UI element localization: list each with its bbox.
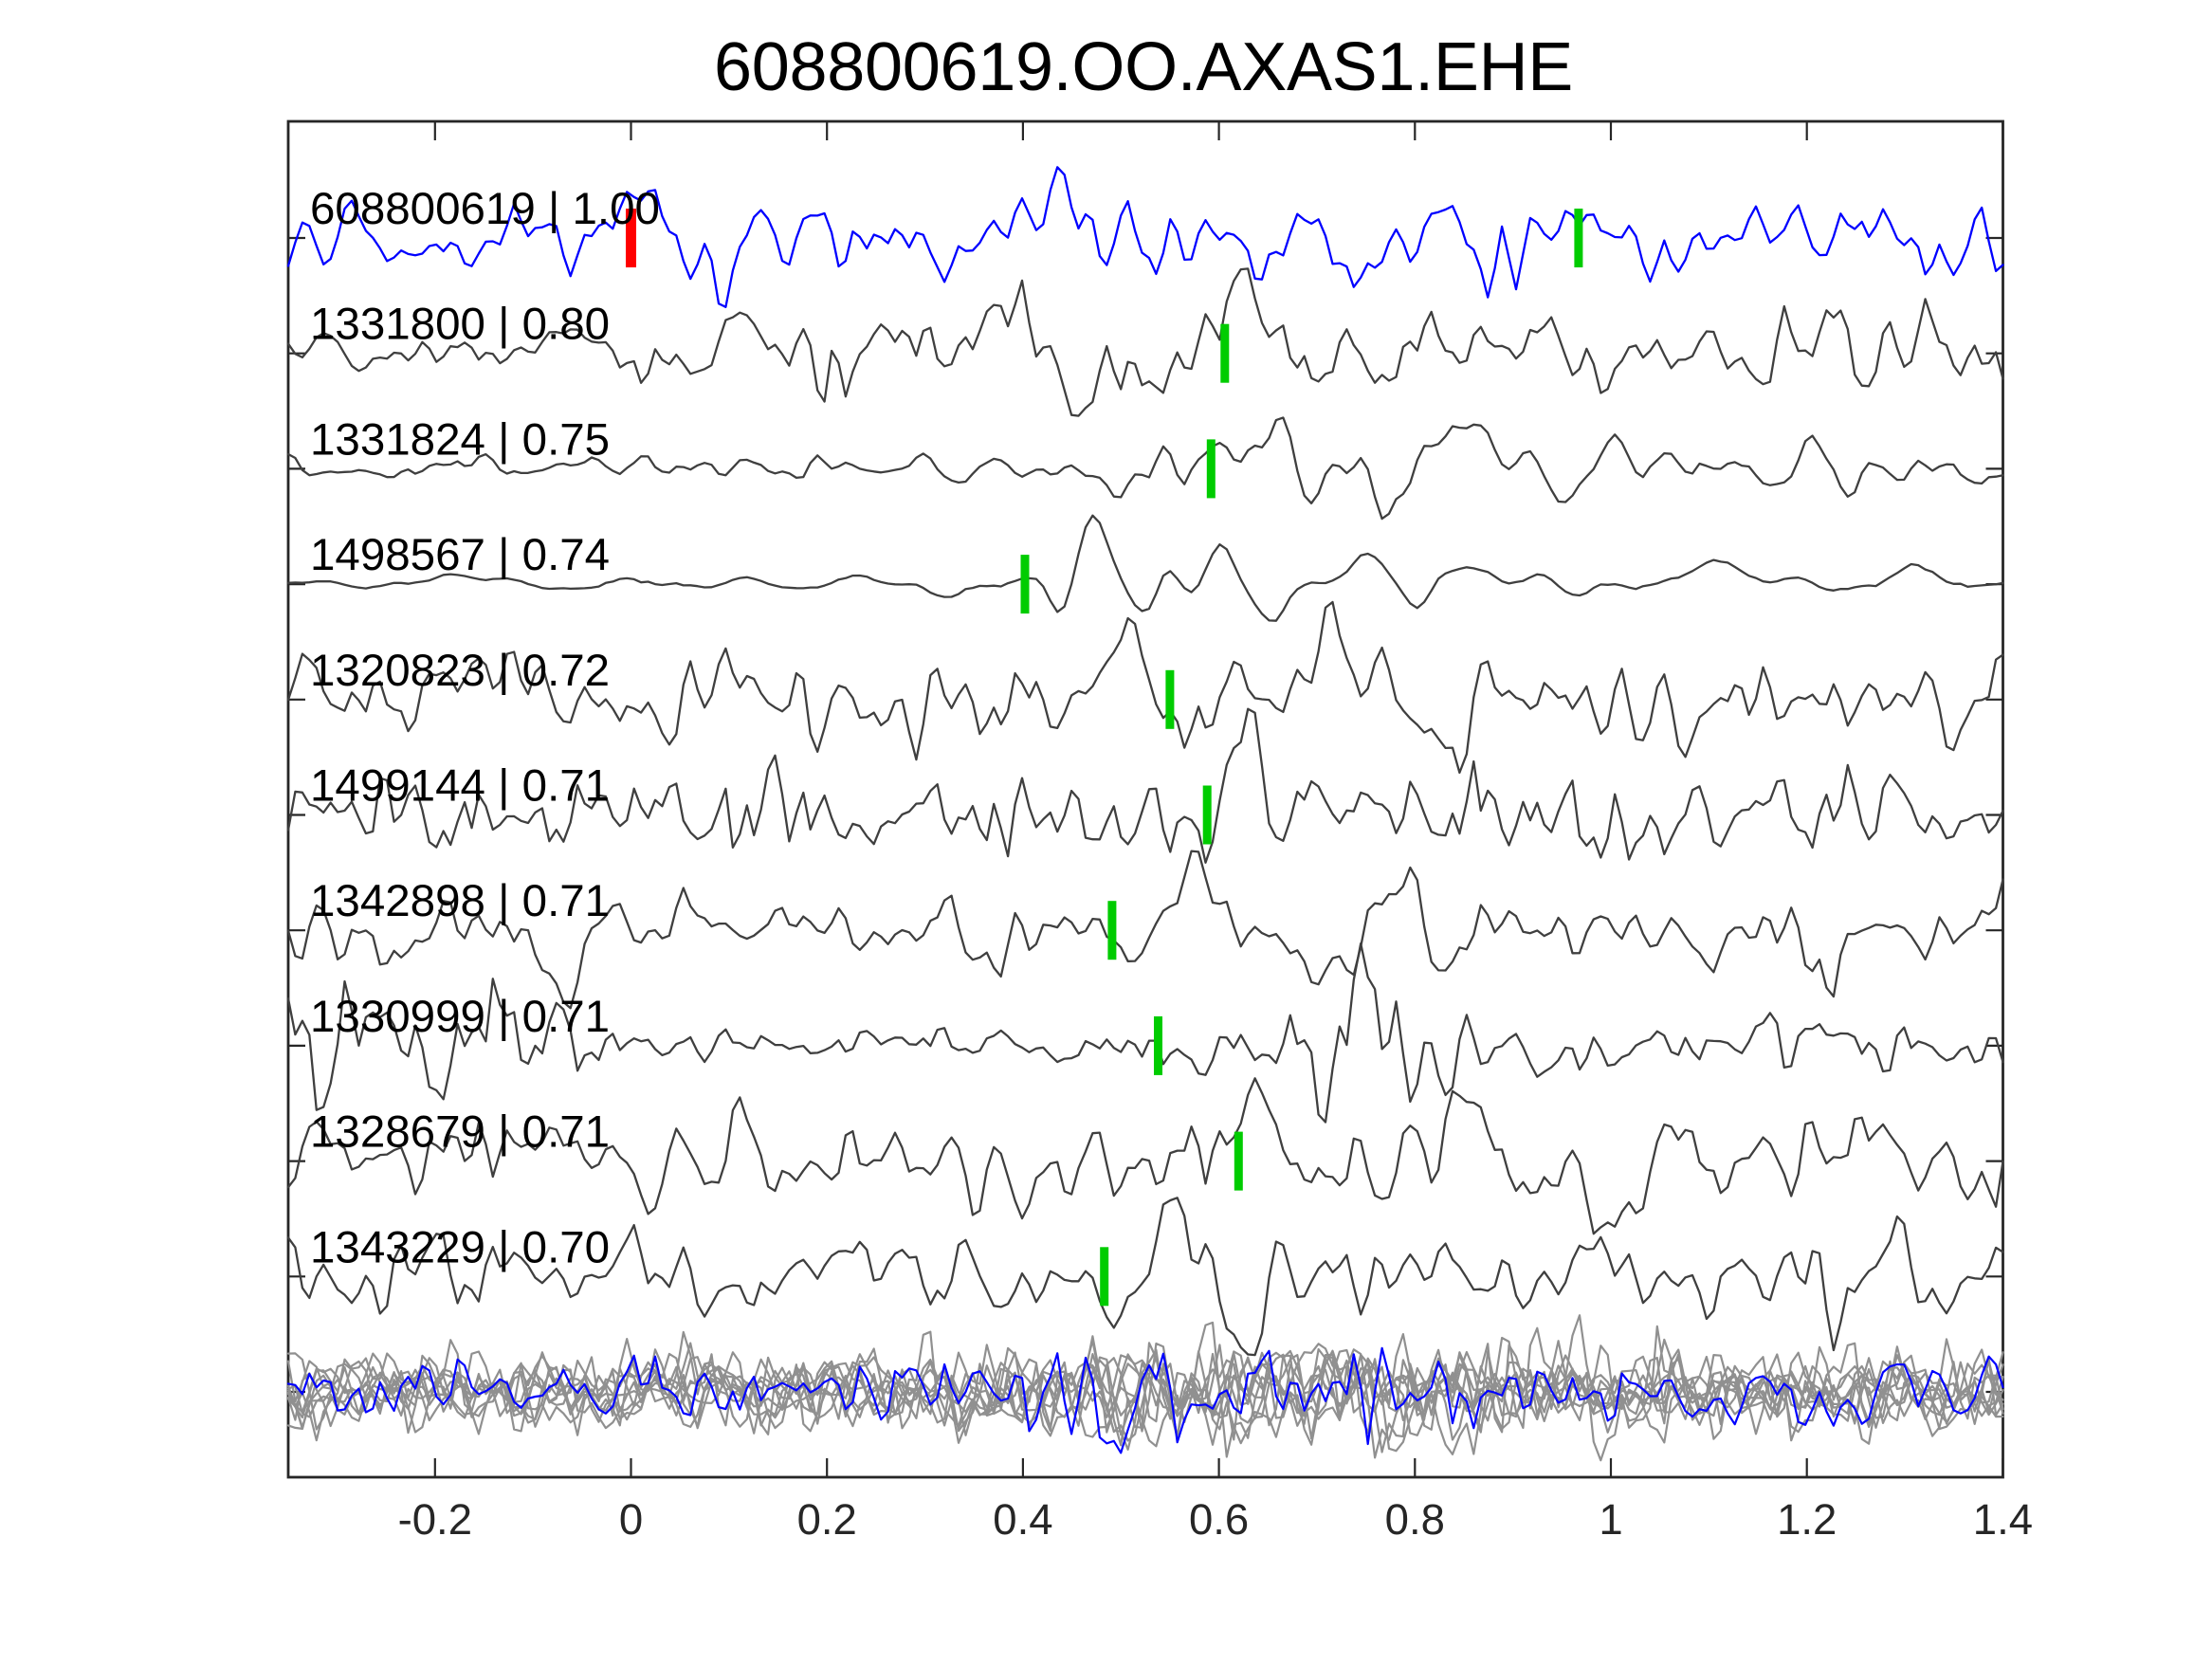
svg-text:0.6: 0.6 xyxy=(1189,1495,1249,1544)
svg-text:1330999 | 0.71: 1330999 | 0.71 xyxy=(310,992,610,1042)
svg-text:1498567 | 0.74: 1498567 | 0.74 xyxy=(310,530,610,580)
svg-text:-0.2: -0.2 xyxy=(398,1495,472,1544)
svg-text:0.4: 0.4 xyxy=(993,1495,1052,1544)
svg-text:1.2: 1.2 xyxy=(1777,1495,1837,1544)
svg-text:1.4: 1.4 xyxy=(1973,1495,2033,1544)
svg-text:1: 1 xyxy=(1599,1495,1622,1544)
svg-text:1320823 | 0.72: 1320823 | 0.72 xyxy=(310,646,610,696)
svg-text:1331800 | 0.80: 1331800 | 0.80 xyxy=(310,300,610,350)
svg-text:1499144 | 0.71: 1499144 | 0.71 xyxy=(310,761,610,812)
svg-text:608800619 | 1.00: 608800619 | 1.00 xyxy=(310,184,660,234)
svg-text:0: 0 xyxy=(619,1495,643,1544)
svg-text:0.2: 0.2 xyxy=(797,1495,857,1544)
svg-text:1343229 | 0.70: 1343229 | 0.70 xyxy=(310,1222,610,1272)
svg-text:608800619.OO.AXAS1.EHE: 608800619.OO.AXAS1.EHE xyxy=(714,29,1573,105)
svg-text:0.8: 0.8 xyxy=(1385,1495,1445,1544)
svg-text:1331824 | 0.75: 1331824 | 0.75 xyxy=(310,414,610,465)
svg-text:1328679 | 0.71: 1328679 | 0.71 xyxy=(310,1107,610,1158)
svg-text:1342898 | 0.71: 1342898 | 0.71 xyxy=(310,876,610,926)
